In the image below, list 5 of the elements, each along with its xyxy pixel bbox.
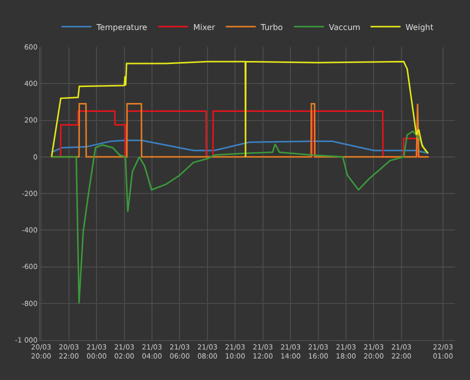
legend-label: Temperature: [96, 22, 148, 32]
legend-label: Mixer: [193, 22, 216, 32]
legend-label: Weight: [406, 22, 434, 32]
legend-label: Turbo: [260, 22, 283, 32]
legend-label: Vaccum: [328, 22, 361, 32]
